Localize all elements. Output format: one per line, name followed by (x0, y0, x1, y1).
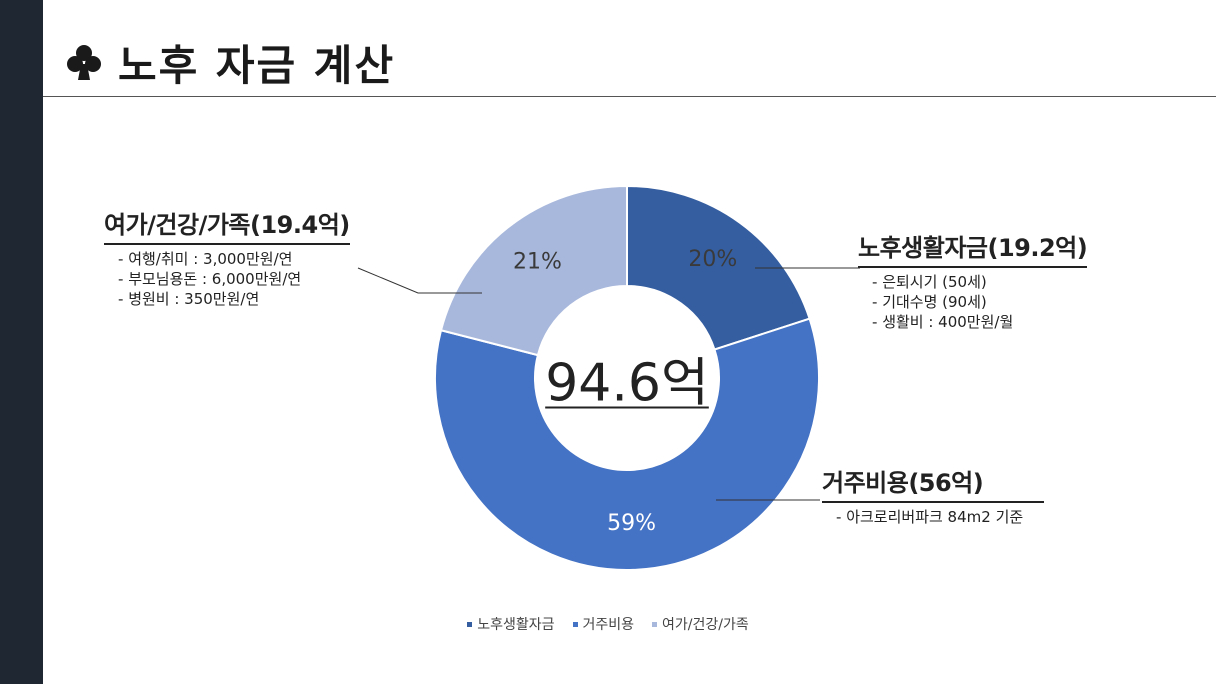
legend-swatch (572, 621, 578, 627)
legend-label: 여가/건강/가족 (662, 617, 749, 633)
donut-slice (434, 317, 820, 571)
callout-retirement-item: 기대수명 (90세) (872, 292, 1087, 312)
callout-leisure-item: 여행/취미 : 3,000만원/연 (118, 249, 350, 269)
legend-item: 노후생활자금 (467, 614, 555, 634)
legend-swatch (467, 621, 473, 627)
donut-slice (439, 184, 628, 357)
callout-retirement-title: 노후생활자금(19.2억) (858, 228, 1088, 268)
callout-leisure-list: 여행/취미 : 3,000만원/연 부모님용돈 : 6,000만원/연 병원비 … (104, 249, 350, 309)
title-area: 노후 자금 계산 (64, 28, 395, 96)
legend-item: 거주비용 (572, 614, 635, 634)
slice-percent-label: 20% (688, 247, 737, 272)
page-title: 노후 자금 계산 (118, 40, 396, 90)
center-total-label: 94.6억 (545, 353, 709, 414)
callout-retirement-item: 생활비 : 400만원/월 (872, 312, 1087, 332)
slice-percent-label: 59% (607, 511, 656, 536)
callout-retirement: 노후생활자금(19.2억) 은퇴시기 (50세) 기대수명 (90세) 생활비 … (858, 228, 1088, 332)
legend-label: 거주비용 (582, 617, 635, 633)
callout-housing-title: 거주비용(56억) (822, 463, 1044, 503)
side-bar (0, 0, 43, 684)
slice-percent-label: 21% (513, 250, 562, 275)
title-divider (43, 96, 1216, 97)
leader-line-leisure (357, 267, 482, 294)
callout-housing-list: 아크로리버파크 84m2 기준 (822, 507, 1044, 527)
callout-leisure-item: 병원비 : 350만원/연 (118, 289, 350, 309)
club-suit-icon (67, 45, 101, 80)
callout-retirement-list: 은퇴시기 (50세) 기대수명 (90세) 생활비 : 400만원/월 (858, 272, 1087, 332)
callout-housing: 거주비용(56억) 아크로리버파크 84m2 기준 (822, 463, 1044, 527)
callout-leisure-item: 부모님용돈 : 6,000만원/연 (118, 269, 350, 289)
legend-label: 노후생활자금 (477, 617, 555, 633)
callout-housing-item: 아크로리버파크 84m2 기준 (836, 507, 1044, 527)
callout-leisure: 여가/건강/가족(19.4억) 여행/취미 : 3,000만원/연 부모님용돈 … (104, 205, 350, 309)
callout-leisure-title: 여가/건강/가족(19.4억) (104, 205, 350, 245)
donut-slice (626, 184, 811, 351)
chart-legend: 노후생활자금 거주비용 여가/건강/가족 (0, 614, 1216, 634)
callout-retirement-item: 은퇴시기 (50세) (872, 272, 1087, 292)
legend-swatch (652, 621, 658, 627)
legend-item: 여가/건강/가족 (652, 614, 749, 634)
